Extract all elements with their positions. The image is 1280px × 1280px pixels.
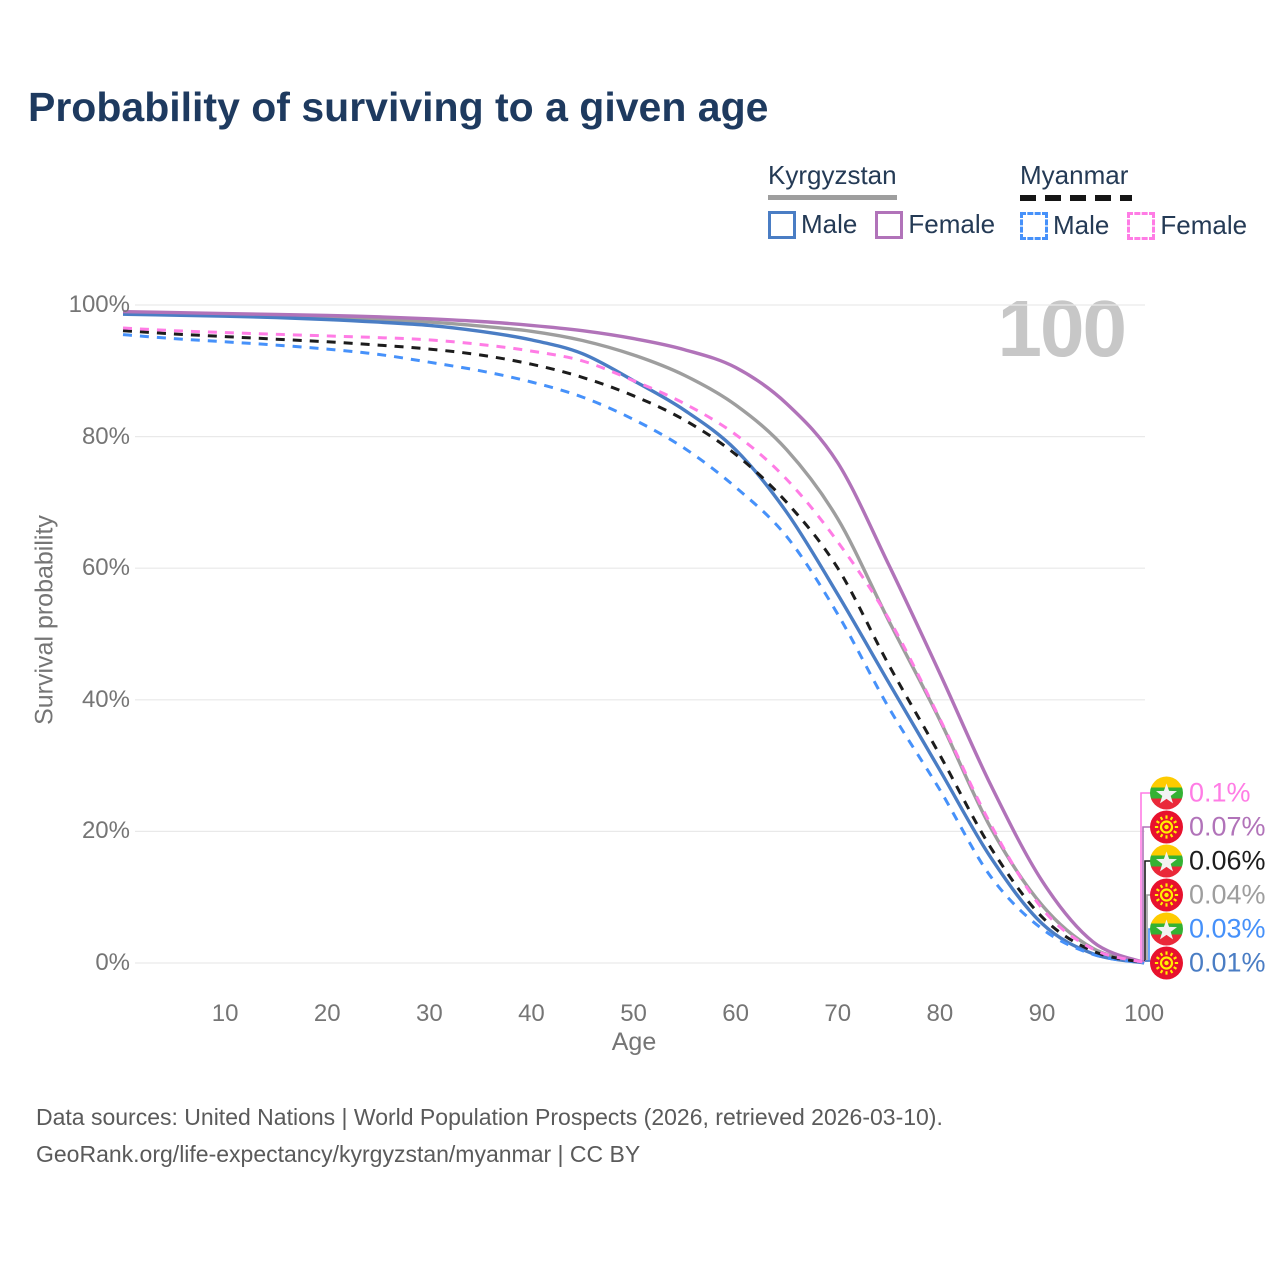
kyrgyzstan-flag-icon [1150, 878, 1183, 912]
x-tick-label-100: 100 [1124, 1000, 1165, 1027]
y-tick-label-100: 100% [68, 291, 130, 318]
end-label-value: 0.07% [1189, 811, 1266, 842]
y-tick-label-20: 20% [81, 817, 130, 845]
end-label-kyrgyzstan-male: 0.01% [1150, 946, 1266, 980]
end-label-kyrgyzstan-female: 0.07% [1150, 810, 1266, 844]
x-tick-label-80: 80 [926, 1000, 954, 1027]
series-line-myanmar-total[interactable] [122, 329, 1145, 965]
legend-item-myanmar-male[interactable]: Male [1053, 210, 1110, 240]
end-label-myanmar-total: 0.06% [1150, 844, 1266, 878]
series-line-kyrgyzstan-female[interactable] [122, 309, 1145, 965]
myanmar-flag-icon [1150, 776, 1183, 810]
end-label-connector [1142, 826, 1152, 962]
legend-country-title: Kyrgyzstan [768, 160, 897, 190]
source-line-2: GeoRank.org/life-expectancy/kyrgyzstan/m… [36, 1141, 641, 1167]
legend-line-sample-solid [768, 195, 897, 200]
end-label-value: 0.06% [1189, 845, 1266, 876]
series-line-myanmar-male[interactable] [122, 333, 1145, 965]
end-label-kyrgyzstan-total: 0.04% [1150, 878, 1266, 912]
legend-swatch-kyrgyzstan-male[interactable] [768, 210, 796, 239]
source-line-1: Data sources: United Nations | World Pop… [36, 1104, 943, 1130]
y-axis-title: Survival probability [30, 515, 59, 725]
x-tick-label-60: 60 [722, 1000, 750, 1027]
series-line-myanmar-female[interactable] [122, 326, 1145, 964]
kyrgyzstan-flag-icon [1150, 946, 1183, 980]
end-label-myanmar-female: 0.1% [1150, 776, 1251, 810]
legend-swatch-kyrgyzstan-female[interactable] [875, 210, 904, 239]
legend-country-title: Myanmar [1020, 160, 1129, 190]
age-watermark: 100 [997, 284, 1127, 373]
x-tick-label-70: 70 [824, 1000, 852, 1027]
y-tick-label-0: 0% [95, 949, 130, 976]
end-label-myanmar-male: 0.03% [1150, 912, 1266, 946]
series-line-kyrgyzstan-total[interactable] [122, 311, 1145, 965]
myanmar-flag-icon [1150, 912, 1183, 946]
x-tick-label-20: 20 [313, 1000, 341, 1027]
x-tick-label-50: 50 [620, 1000, 647, 1027]
y-tick-label-80: 80% [81, 422, 130, 450]
legend-swatch-myanmar-female[interactable] [1127, 211, 1156, 240]
end-label-value: 0.03% [1189, 913, 1266, 944]
legend-group-kyrgyzstan: Kyrgyzstan Male Female [768, 160, 1013, 240]
legend-group-myanmar: Myanmar Male Female [1020, 160, 1265, 241]
legend-item-myanmar-female[interactable]: Female [1160, 210, 1248, 240]
page-title: Probability of surviving to a given age [28, 84, 769, 130]
legend-item-kyrgyzstan-male[interactable]: Male [801, 209, 858, 239]
x-axis-title: Age [611, 1028, 657, 1056]
end-label-value: 0.1% [1189, 777, 1251, 808]
kyrgyzstan-flag-icon [1150, 810, 1183, 844]
x-tick-label-40: 40 [518, 1000, 545, 1027]
legend-swatch-myanmar-male[interactable] [1020, 211, 1048, 240]
y-tick-label-40: 40% [81, 685, 130, 713]
end-label-value: 0.04% [1189, 879, 1266, 910]
end-label-connector [1144, 860, 1152, 961]
x-tick-label-90: 90 [1028, 1000, 1056, 1027]
myanmar-flag-icon [1150, 844, 1183, 878]
series-line-kyrgyzstan-male[interactable] [122, 312, 1145, 965]
x-tick-label-30: 30 [415, 1000, 443, 1027]
end-label-value: 0.01% [1189, 947, 1266, 978]
y-tick-label-60: 60% [81, 554, 130, 582]
legend-line-sample-dashed [1020, 195, 1132, 201]
legend-item-kyrgyzstan-female[interactable]: Female [908, 209, 996, 239]
x-tick-label-10: 10 [211, 1000, 239, 1027]
